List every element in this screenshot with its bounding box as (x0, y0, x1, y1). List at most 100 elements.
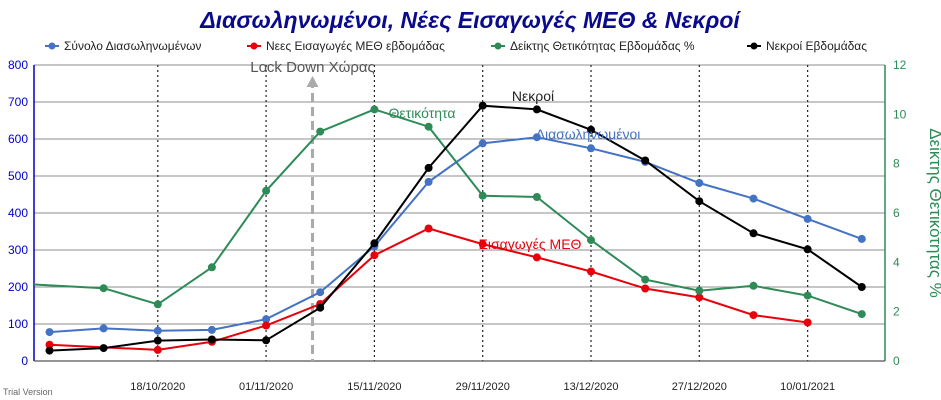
y-right-axis-label: Δείκτης Θετικότητας % (926, 128, 941, 298)
series-1-point (695, 293, 704, 302)
series-1-point (587, 267, 595, 276)
axes: 0 100 200 300 400 500 600 700 800 0 2 4 6 8 10 12 18/10/… (8, 58, 941, 393)
series-3-point (262, 336, 271, 345)
series-2-point (207, 263, 216, 272)
series-2-point (316, 127, 325, 136)
series-0-point (153, 326, 162, 335)
series-0-point (532, 133, 541, 142)
series-3-point (99, 344, 108, 353)
y-right-tick-label: 12 (893, 58, 907, 72)
series-3-point (316, 303, 325, 312)
legend-swatch-dot (494, 42, 502, 50)
y-right-tick-label: 6 (893, 206, 900, 220)
series-2-point (695, 286, 704, 295)
series-2-point (532, 193, 541, 201)
series-annotation: Νεκροί (512, 88, 554, 104)
x-tick-label: 01/11/2020 (239, 381, 293, 393)
series-2-point (857, 310, 866, 319)
y-left-tick-label: 800 (8, 58, 28, 72)
series-1-point (424, 224, 433, 233)
series-2-point (370, 105, 379, 114)
legend-swatch-dot (48, 42, 56, 50)
series-0-point (424, 177, 433, 186)
y-right-tick-label: 10 (893, 107, 907, 121)
y-right-tick-label: 4 (893, 255, 900, 269)
lockdown-marker: Lock Down Χώρας (250, 59, 375, 361)
watermark: Trial Version (3, 387, 53, 397)
x-tick-label: 10/01/2021 (780, 381, 835, 393)
legend-swatch-dot (750, 42, 758, 50)
series-line-3 (49, 104, 863, 352)
series-3-point (207, 335, 216, 344)
series-annotation: Εισαγωγές ΜΕΘ (479, 236, 582, 252)
series-3-point (857, 283, 866, 291)
y-right-tick-label: 8 (893, 157, 900, 171)
y-left-tick-label: 400 (8, 206, 28, 220)
series-3-point (478, 101, 487, 110)
series-3-point (695, 197, 704, 206)
y-left-tick-label: 500 (8, 169, 28, 183)
series-annotation: Διασωληνωμένοι (536, 126, 641, 142)
legend: Σύνολο Διασωληνωμένων Νεες Εισαγωγές ΜΕΘ … (45, 39, 867, 53)
y-left-tick-label: 0 (21, 354, 28, 368)
series-3-point (587, 125, 595, 134)
y-right-tick-label: 2 (893, 305, 900, 319)
annotations: Θετικότητα Νεκροί Διασωληνωμένοι Εισαγωγές … (389, 88, 641, 252)
series-1-point (641, 284, 650, 293)
legend-label: Σύνολο Διασωληνωμένων (64, 39, 201, 53)
legend-label: Νεκροί Εβδομάδας (766, 39, 867, 53)
series-2-point (641, 275, 650, 284)
series-2-point (262, 186, 271, 195)
series-2-point (749, 281, 758, 290)
series-3-point (370, 239, 379, 248)
series-0-point (695, 179, 704, 187)
x-tick-label: 29/11/2020 (456, 381, 510, 393)
series-0-point (316, 288, 325, 297)
series-1-point (803, 318, 812, 327)
lockdown-arrowhead (306, 76, 319, 87)
series-0-point (803, 214, 812, 223)
series-2-point (587, 236, 595, 245)
grid (34, 64, 885, 361)
x-tick-label: 27/12/2020 (672, 381, 727, 393)
series-1-point (478, 240, 487, 249)
series-1-point (370, 251, 379, 260)
series-line-2 (33, 108, 863, 316)
series-0-point (478, 139, 487, 148)
series-1-point (262, 321, 271, 330)
series-line-0 (49, 136, 863, 334)
series-3-point (532, 105, 541, 114)
y-left-tick-label: 700 (8, 95, 28, 109)
y-left-tick-label: 300 (8, 243, 28, 257)
series-3-point (749, 229, 758, 238)
x-tick-label: 15/11/2020 (347, 381, 401, 393)
series-0-point (857, 234, 866, 243)
legend-label: Νεες Εισαγωγές ΜΕΘ εβδομάδας (266, 39, 445, 53)
chart-title: Διασωληνωμένοι, Νέες Εισαγωγές ΜΕΘ & Νεκ… (199, 7, 741, 33)
series-0-point (587, 144, 595, 153)
series-0-point (262, 315, 271, 324)
x-tick-label: 18/10/2020 (130, 381, 185, 393)
series-2-point (424, 122, 433, 131)
legend-swatch-dot (250, 42, 258, 50)
series-1-point (153, 345, 162, 354)
series-0-point (99, 324, 108, 333)
series-3-point (803, 245, 812, 254)
legend-label: Δείκτης Θετικότητας Εβδομάδας % (510, 39, 695, 53)
y-right-tick-label: 0 (893, 354, 900, 368)
series-3-point (45, 346, 54, 355)
series-0-point (749, 194, 758, 203)
series-2-point (99, 284, 108, 293)
series-1-point (532, 253, 541, 262)
series-3-point (153, 336, 162, 345)
series-annotation: Θετικότητα (389, 105, 456, 121)
series-1-point (45, 340, 54, 349)
lockdown-label: Lock Down Χώρας (250, 59, 375, 76)
series-2-point (153, 300, 162, 309)
series-1-point (749, 311, 758, 320)
series-2-point (478, 191, 487, 200)
y-left-tick-label: 100 (8, 317, 28, 331)
series-3-point (424, 163, 433, 172)
series-0-point (207, 325, 216, 334)
